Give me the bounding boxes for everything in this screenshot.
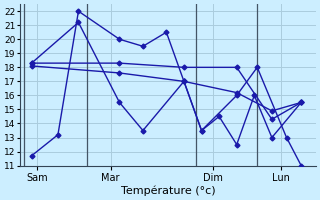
X-axis label: Température (°c): Température (°c) [121,185,215,196]
